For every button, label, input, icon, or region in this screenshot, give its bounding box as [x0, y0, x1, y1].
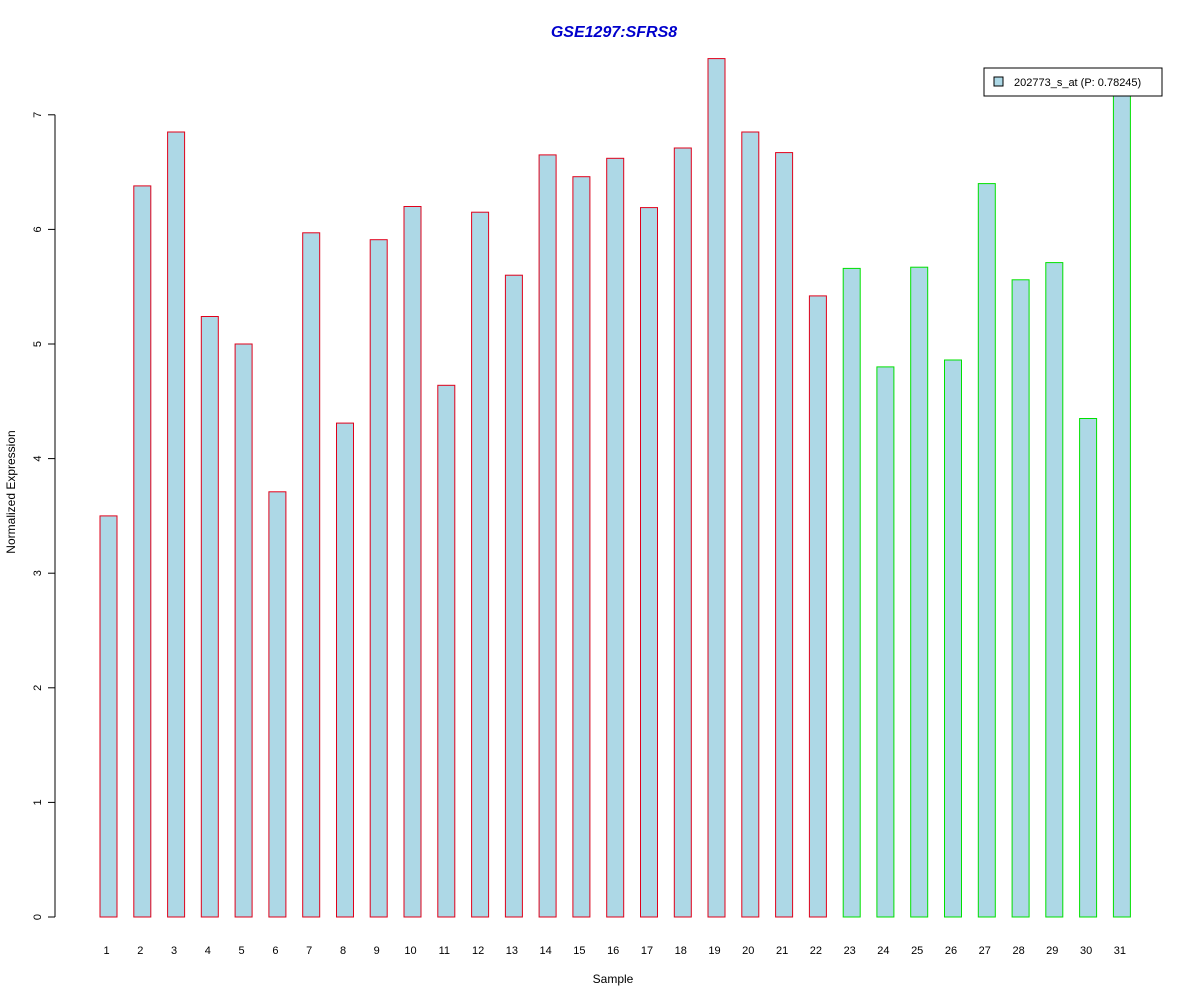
x-tick-label: 12 — [472, 945, 484, 957]
x-tick-label: 24 — [877, 945, 889, 957]
x-tick-label: 3 — [171, 945, 177, 957]
legend: 202773_s_at (P: 0.78245) — [983, 67, 1163, 97]
y-tick-label: 3 — [32, 570, 44, 576]
bar-sample-10 — [403, 206, 422, 918]
bar-sample-1 — [99, 515, 118, 918]
x-tick-label: 2 — [137, 945, 143, 957]
bar-sample-9 — [369, 239, 388, 918]
y-tick-label: 2 — [32, 685, 44, 691]
x-tick-label: 4 — [205, 945, 211, 957]
y-tick-label: 1 — [32, 799, 44, 805]
x-tick-label: 7 — [306, 945, 312, 957]
x-tick-label: 18 — [675, 945, 687, 957]
x-tick-label: 13 — [506, 945, 518, 957]
x-tick-label: 15 — [573, 945, 585, 957]
y-tick-label: 0 — [32, 914, 44, 920]
x-tick-label: 6 — [272, 945, 278, 957]
x-tick-label: 8 — [340, 945, 346, 957]
x-axis: 1 2 3 4 5 6 7 8 9 10 11 12 13 14 15 16 17 18 19 20 21 22 23 24 2… — [103, 945, 1126, 957]
x-tick-label: 28 — [1012, 945, 1024, 957]
x-tick-label: 25 — [911, 945, 923, 957]
bar-sample-20 — [741, 131, 760, 918]
bar-sample-8 — [336, 422, 354, 918]
x-tick-label: 30 — [1080, 945, 1092, 957]
y-tick-label: 5 — [32, 341, 44, 347]
x-tick-label: 31 — [1114, 945, 1126, 957]
bar-sample-12 — [471, 211, 490, 918]
x-tick-label: 21 — [776, 945, 788, 957]
bar-sample-13 — [504, 274, 523, 918]
bar-sample-19 — [707, 58, 726, 918]
bar-sample-3 — [167, 131, 186, 918]
chart-title: GSE1297:SFRS8 — [551, 24, 677, 41]
y-tick-label: 4 — [32, 456, 44, 462]
bar-sample-15 — [572, 176, 591, 918]
bar-sample-29 — [1045, 262, 1064, 918]
bar-sample-24 — [876, 366, 895, 918]
x-tick-label: 10 — [404, 945, 416, 957]
bar-sample-11 — [437, 384, 456, 918]
x-tick-label: 26 — [945, 945, 957, 957]
bar-sample-4 — [200, 316, 219, 918]
legend-swatch — [993, 76, 1004, 87]
bar-sample-21 — [775, 152, 794, 918]
bar-sample-23 — [842, 267, 861, 918]
bar-sample-31 — [1112, 91, 1131, 918]
bar-sample-28 — [1011, 279, 1030, 918]
x-tick-label: 11 — [439, 945, 450, 957]
x-tick-label: 23 — [844, 945, 856, 957]
bar-sample-14 — [538, 154, 557, 918]
x-tick-label: 1 — [103, 945, 109, 957]
bars — [99, 58, 1131, 918]
y-axis: 0 1 2 3 4 5 6 7 — [32, 112, 56, 920]
bar-sample-17 — [640, 207, 658, 918]
bar-sample-26 — [944, 359, 962, 918]
x-axis-label: Sample — [593, 972, 634, 986]
x-tick-label: 9 — [374, 945, 380, 957]
y-tick-label: 7 — [32, 112, 44, 118]
bar-sample-27 — [977, 183, 996, 918]
bar-sample-25 — [910, 266, 929, 918]
x-tick-label: 5 — [239, 945, 245, 957]
legend-label: 202773_s_at (P: 0.78245) — [1014, 77, 1141, 89]
x-tick-label: 16 — [607, 945, 619, 957]
bar-sample-7 — [302, 232, 321, 918]
x-tick-label: 22 — [810, 945, 822, 957]
x-tick-label: 17 — [641, 945, 653, 957]
bar-sample-16 — [606, 157, 625, 918]
x-tick-label: 19 — [708, 945, 720, 957]
bar-sample-30 — [1079, 418, 1098, 918]
y-axis-label: Normalized Expression — [4, 430, 18, 553]
x-tick-label: 29 — [1046, 945, 1058, 957]
bar-sample-2 — [133, 185, 152, 918]
x-tick-label: 20 — [742, 945, 754, 957]
legend-box — [983, 67, 1163, 97]
y-tick-label: 6 — [32, 226, 44, 232]
bar-sample-6 — [268, 491, 287, 918]
x-tick-label: 27 — [979, 945, 991, 957]
bar-sample-5 — [234, 343, 253, 918]
bar-sample-18 — [673, 147, 692, 918]
bar-sample-22 — [808, 295, 827, 918]
x-tick-label: 14 — [539, 945, 551, 957]
